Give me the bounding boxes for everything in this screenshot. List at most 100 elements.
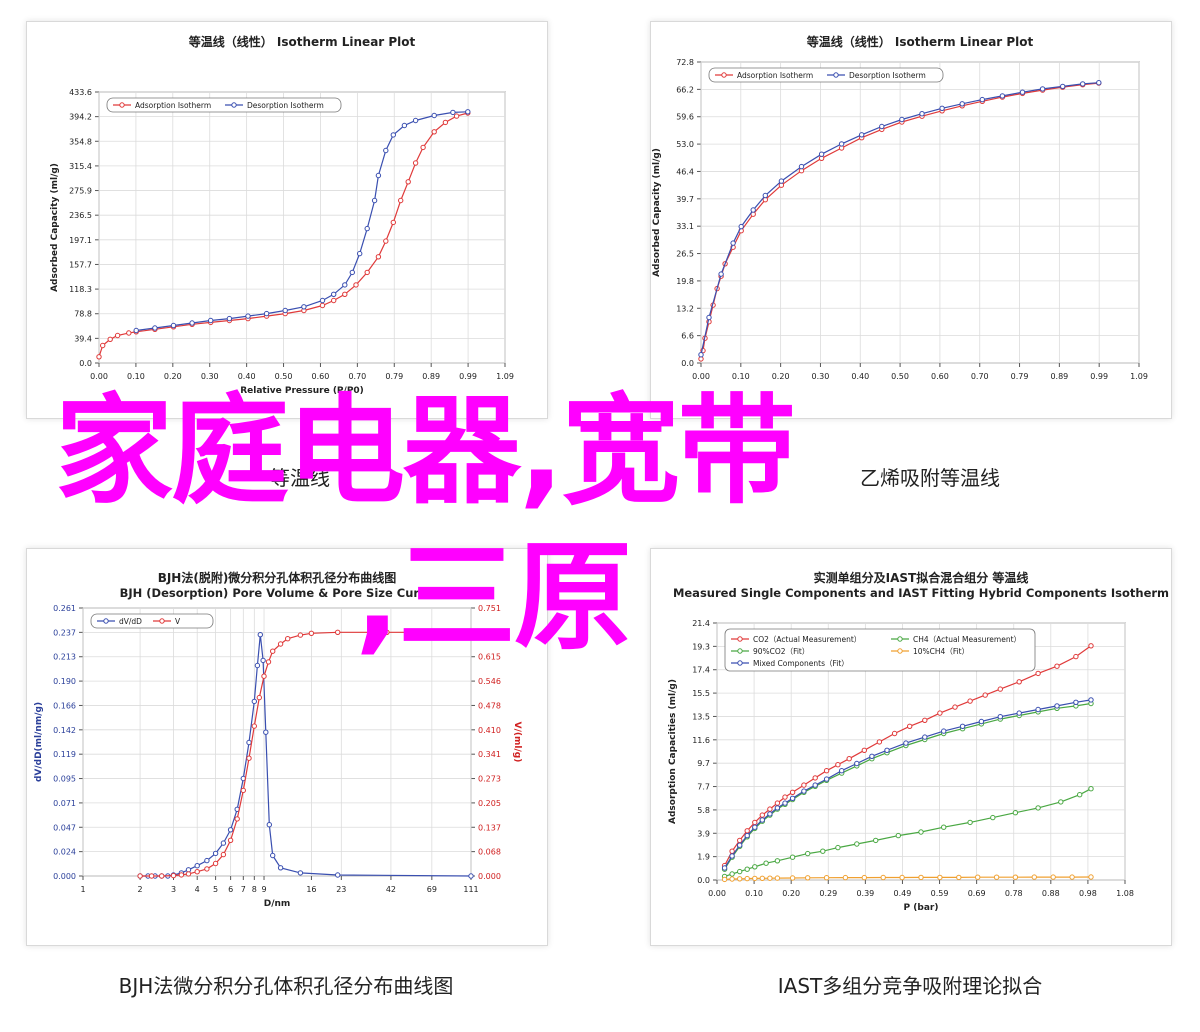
data-point xyxy=(937,874,943,881)
data-point xyxy=(884,747,890,754)
x-tick-label: 16 xyxy=(306,885,316,894)
x-tick-label: 0.20 xyxy=(772,372,790,381)
x-tick-label: 1.09 xyxy=(1130,372,1148,381)
data-point xyxy=(752,864,758,870)
x-tick-label: 0.30 xyxy=(812,372,830,381)
data-point xyxy=(1031,874,1037,880)
data-point xyxy=(353,282,359,288)
data-point xyxy=(842,874,849,881)
y-tick-label: 19.3 xyxy=(692,642,710,651)
legend-box xyxy=(708,67,944,83)
data-point xyxy=(744,828,750,834)
data-point xyxy=(918,829,924,835)
y-tick-label: 236.5 xyxy=(69,211,92,220)
data-point xyxy=(767,811,773,817)
data-point xyxy=(918,874,924,881)
y-tick-label: 0.190 xyxy=(53,677,76,686)
data-point xyxy=(823,768,830,774)
data-point xyxy=(384,629,390,636)
data-point xyxy=(342,291,348,297)
data-point xyxy=(401,122,408,129)
data-point xyxy=(1088,786,1094,792)
chart-subtitle: BJH (Desorption) Pore Volume & Pore Size… xyxy=(120,586,435,600)
x-tick-label: 0.30 xyxy=(201,372,219,381)
data-point xyxy=(194,863,200,869)
data-point xyxy=(922,717,928,724)
x-tick-label: 0.89 xyxy=(1050,372,1068,381)
plot-area xyxy=(700,61,1140,364)
legend-label: Desorption Isotherm xyxy=(849,71,926,80)
data-point xyxy=(941,824,947,830)
y2-tick-label: 0.205 xyxy=(478,799,501,808)
data-point xyxy=(1077,792,1083,798)
data-point xyxy=(737,842,743,848)
data-point xyxy=(263,729,269,735)
data-point xyxy=(729,871,735,877)
data-point xyxy=(978,718,985,725)
data-point xyxy=(260,657,266,664)
data-point xyxy=(1096,80,1102,86)
data-point xyxy=(375,254,382,260)
x-tick-label: 0.88 xyxy=(1042,889,1060,898)
data-point xyxy=(1012,874,1019,880)
data-point xyxy=(465,109,471,115)
data-point xyxy=(420,144,426,151)
x-tick-label: 0.60 xyxy=(312,372,330,381)
y2-tick-label: 0.341 xyxy=(478,750,501,759)
x-tick-label: 0.49 xyxy=(894,889,912,898)
legend-swatch-marker xyxy=(119,102,125,108)
data-point xyxy=(227,827,234,833)
data-point xyxy=(234,816,240,822)
x-tick-label: 0.99 xyxy=(1090,372,1108,381)
data-point xyxy=(774,858,781,864)
data-point xyxy=(1035,706,1041,713)
y-tick-label: 157.7 xyxy=(69,260,92,269)
x-tick-label: 0.29 xyxy=(819,889,837,898)
chart-panel-bottom-left: BJH法(脱附)微分积分孔体积孔径分布曲线图 BJH (Desorption) P… xyxy=(26,548,548,946)
data-point xyxy=(282,307,288,314)
y-tick-label: 6.6 xyxy=(681,332,694,341)
legend-swatch-marker xyxy=(897,636,903,642)
data-point xyxy=(251,698,258,705)
data-point xyxy=(297,870,304,876)
data-point xyxy=(405,179,411,185)
legend-label: Desorption Isotherm xyxy=(247,101,324,110)
legend-box xyxy=(90,613,214,629)
legend-swatch-marker xyxy=(897,648,903,654)
data-point xyxy=(774,805,781,811)
data-point xyxy=(805,850,811,857)
y-tick-label: 1.9 xyxy=(697,853,710,862)
data-point xyxy=(398,197,404,204)
data-point xyxy=(979,96,985,103)
data-point xyxy=(100,342,106,349)
legend-label: 10%CH4（Fit） xyxy=(913,647,969,656)
data-point xyxy=(744,832,750,839)
x-tick-label: 1.08 xyxy=(1116,889,1134,898)
data-point xyxy=(251,723,258,729)
x-tick-label: 0.00 xyxy=(90,372,108,381)
y-tick-label: 0.095 xyxy=(53,775,76,784)
data-point xyxy=(170,322,177,329)
y-tick-label: 19.8 xyxy=(676,277,694,286)
data-point xyxy=(246,755,252,761)
data-point xyxy=(997,686,1003,692)
y-tick-label: 315.4 xyxy=(69,162,92,171)
data-point xyxy=(903,740,909,746)
x-tick-label: 0.50 xyxy=(891,372,909,381)
x-tick-label: 111 xyxy=(463,885,478,894)
y-tick-label: 13.2 xyxy=(676,304,694,313)
data-point xyxy=(759,817,766,823)
data-point xyxy=(245,313,251,319)
data-point xyxy=(721,876,728,883)
data-point xyxy=(759,875,766,881)
data-point xyxy=(1058,799,1064,805)
data-point xyxy=(220,851,227,858)
data-point xyxy=(759,812,766,818)
data-point xyxy=(805,875,811,881)
data-point xyxy=(1035,670,1041,677)
x-tick-label: 0.10 xyxy=(732,372,750,381)
legend: CO2（Actual Measurement） CH4（Actual Measur… xyxy=(724,628,1036,672)
y-tick-label: 26.5 xyxy=(676,250,694,259)
chart-panel-top-right: 等温线（线性） Isotherm Linear Plot 0.0 6.6 13.2 19… xyxy=(650,21,1172,419)
data-point xyxy=(729,876,735,882)
